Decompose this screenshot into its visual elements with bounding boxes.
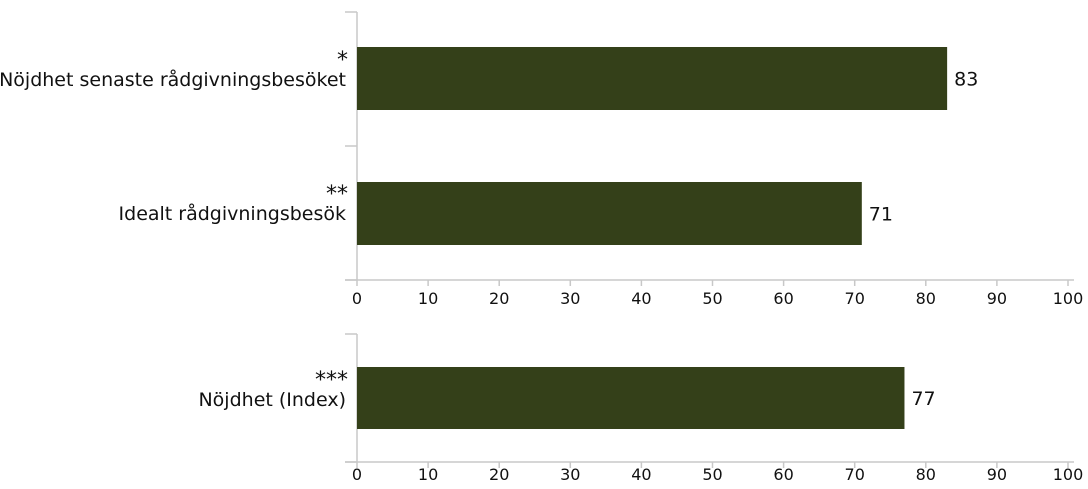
x-tick-label: 100 — [1053, 289, 1084, 308]
category-label: Idealt rådgivningsbesök — [119, 202, 346, 225]
bar — [357, 367, 905, 429]
x-tick-label: 60 — [773, 465, 793, 484]
bar-value-label: 77 — [911, 388, 935, 410]
x-tick-label: 100 — [1053, 465, 1084, 484]
x-tick-label: 50 — [702, 465, 722, 484]
x-tick-label: 30 — [560, 289, 580, 308]
x-tick-label: 70 — [845, 289, 865, 308]
x-tick-label: 0 — [352, 289, 362, 308]
chart-panel-2: 0 10 20 30 40 50 60 70 80 90 100 77 ***Nöjdhet (Inde… — [198, 333, 1084, 484]
x-tick-label: 80 — [916, 289, 936, 308]
category-label: Nöjdhet (Index) — [198, 389, 346, 411]
x-tick-label: 60 — [773, 289, 793, 308]
category-label: Nöjdhet senaste rådgivningsbesöket — [0, 68, 346, 91]
x-tick-label: 20 — [489, 289, 509, 308]
significance-marker: ** — [326, 182, 348, 207]
x-tick-label: 50 — [702, 289, 722, 308]
x-tick-label: 30 — [560, 465, 580, 484]
significance-marker: *** — [315, 368, 348, 393]
chart-panel-1: 0 10 20 30 40 50 60 70 80 90 100 83 *Nöjdhet senaste… — [0, 11, 1084, 308]
x-tick-label: 40 — [631, 289, 651, 308]
x-tick-label: 10 — [418, 289, 438, 308]
bar-value-label: 83 — [954, 69, 978, 91]
x-tick-label: 90 — [987, 289, 1007, 308]
bar — [357, 182, 862, 245]
bar — [357, 47, 948, 110]
x-tick-label: 80 — [916, 465, 936, 484]
x-tick-label: 40 — [631, 465, 651, 484]
x-tick-label: 90 — [987, 465, 1007, 484]
bar-value-label: 71 — [869, 204, 893, 226]
x-tick-label: 10 — [418, 465, 438, 484]
x-tick-label: 0 — [352, 465, 362, 484]
x-tick-label: 70 — [845, 465, 865, 484]
x-tick-label: 20 — [489, 465, 509, 484]
significance-marker: * — [337, 48, 348, 73]
